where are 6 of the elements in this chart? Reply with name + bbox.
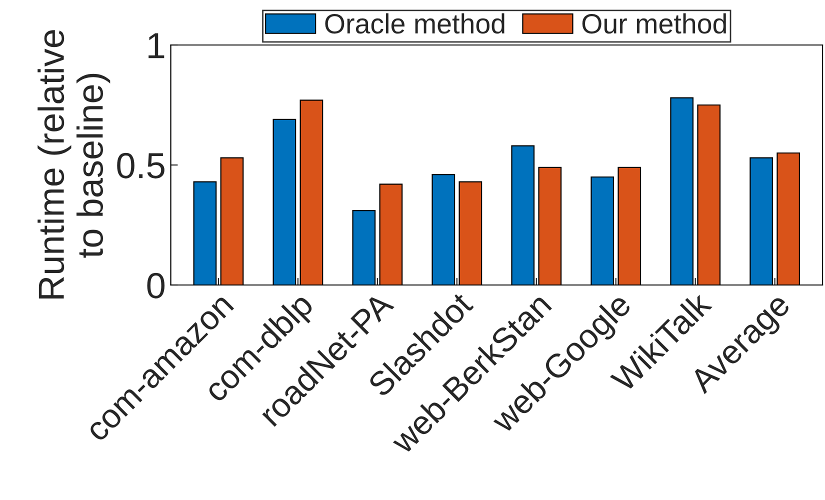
y-tick-label: 0.5 xyxy=(117,152,164,178)
y-tick-label: 1 xyxy=(148,33,164,58)
y-tick-label: 0 xyxy=(147,272,165,298)
legend-label: Our method xyxy=(582,13,726,34)
legend-label: Oracle method xyxy=(325,13,504,34)
y-axis-title: Runtime (relative to baseline) xyxy=(38,30,110,298)
